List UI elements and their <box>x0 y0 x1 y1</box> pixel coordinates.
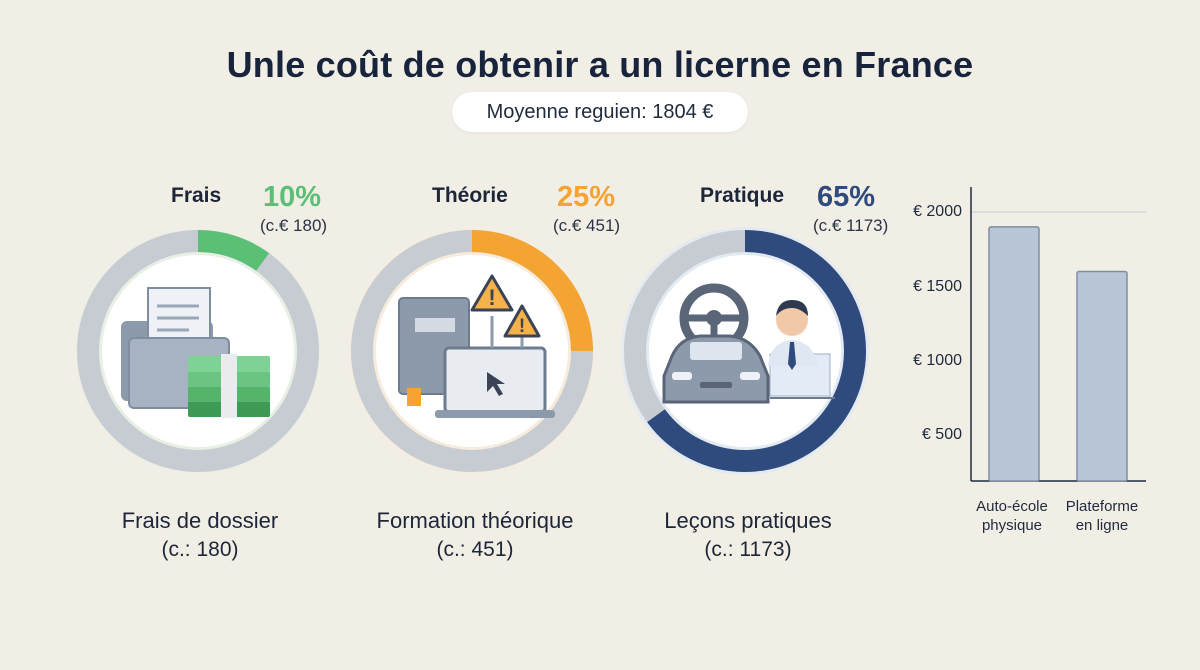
theorie-percent: 25% <box>557 181 616 213</box>
y-tick-label: € 500 <box>921 426 962 443</box>
theorie-donut: ! ! <box>350 229 594 473</box>
bar-auto-ecole <box>988 226 1040 482</box>
pratique-header: Pratique <box>700 184 785 207</box>
y-tick-label: € 2000 <box>913 203 962 220</box>
pratique-segment <box>647 230 866 472</box>
theorie-caption: Formation théorique <box>376 508 574 533</box>
steering-car-instructor-icon <box>662 283 835 404</box>
x-category-line: en ligne <box>1075 517 1129 534</box>
x-category-line: Auto-école <box>976 498 1048 515</box>
page-title: Unle coût de obtenir a un licerne en Fra… <box>226 44 974 85</box>
frais-caption: Frais de dossier <box>121 508 279 533</box>
frais-approx: (c.€ 180) <box>260 216 328 235</box>
cost-bar-chart <box>970 187 1146 482</box>
x-category-line: physique <box>981 517 1043 534</box>
average-badge: Moyenne reguien: 1804 € <box>452 92 748 132</box>
bar-plateforme <box>1076 270 1128 482</box>
x-category-line: Plateforme <box>1065 498 1139 515</box>
frais-donut <box>76 229 320 473</box>
x-category-label: Auto-école physique <box>957 497 1067 535</box>
folder-money-icon <box>121 287 270 418</box>
book-laptop-warning-icon: ! ! <box>398 274 555 418</box>
theorie-caption-value: (c.: 451) <box>436 538 514 561</box>
pratique-caption-value: (c.: 1173) <box>704 538 792 561</box>
svg-text:!: ! <box>488 285 495 310</box>
pratique-percent: 65% <box>817 181 876 213</box>
pratique-approx: (c.€ 1173) <box>813 216 889 235</box>
theorie-segment <box>471 230 593 352</box>
theorie-header: Théorie <box>432 184 508 207</box>
svg-text:!: ! <box>519 316 525 337</box>
y-tick-label: € 1500 <box>913 278 962 295</box>
x-category-label: Plateforme en ligne <box>1047 497 1157 535</box>
pratique-donut <box>621 227 869 475</box>
y-tick-label: € 1000 <box>913 352 962 369</box>
theorie-approx: (c.€ 451) <box>553 216 621 235</box>
frais-caption-value: (c.: 180) <box>161 538 239 561</box>
pratique-caption: Leçons pratiques <box>664 508 832 533</box>
frais-segment <box>197 230 270 272</box>
frais-header: Frais <box>171 184 222 207</box>
frais-percent: 10% <box>263 181 322 213</box>
